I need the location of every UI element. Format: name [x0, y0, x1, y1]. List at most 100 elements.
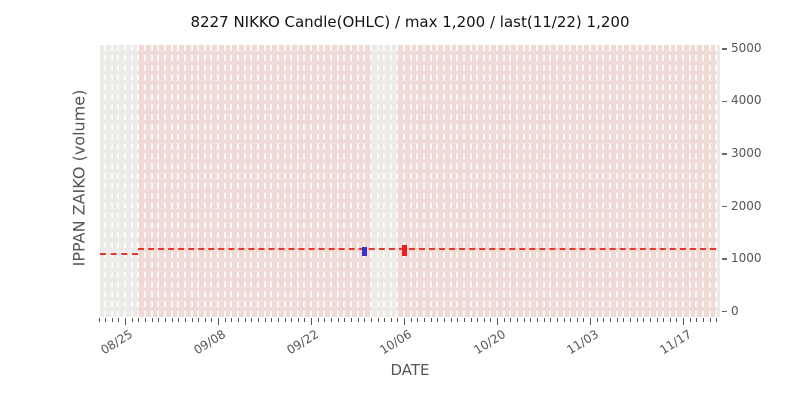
- x-minor-tick: [483, 318, 485, 322]
- daily-gridline: [243, 45, 246, 317]
- x-minor-tick: [689, 318, 691, 322]
- x-minor-tick: [291, 318, 293, 322]
- daily-gridline: [177, 45, 180, 317]
- x-minor-tick: [131, 318, 133, 322]
- daily-gridline: [356, 45, 359, 317]
- x-minor-tick: [224, 318, 226, 322]
- x-minor-tick: [636, 318, 638, 322]
- daily-gridline: [389, 45, 392, 317]
- x-tick-label: 10/06: [377, 327, 415, 358]
- daily-gridline: [456, 45, 459, 317]
- daily-gridline: [423, 45, 425, 317]
- daily-gridline: [595, 45, 598, 317]
- y-tick-label: 4000: [731, 93, 762, 108]
- x-minor-tick: [576, 318, 578, 322]
- daily-gridline: [256, 45, 259, 317]
- daily-gridline: [429, 45, 432, 317]
- x-minor-tick: [696, 318, 698, 322]
- x-minor-tick: [457, 318, 459, 322]
- x-minor-tick: [716, 318, 718, 322]
- daily-gridline: [662, 45, 665, 317]
- daily-gridline: [449, 45, 452, 317]
- x-tick-label: 09/08: [191, 327, 229, 358]
- x-minor-tick: [450, 318, 452, 322]
- daily-gridline: [369, 45, 372, 317]
- x-minor-tick: [583, 318, 585, 322]
- x-minor-tick: [331, 318, 332, 322]
- x-minor-tick: [709, 318, 711, 322]
- daily-gridline: [170, 45, 173, 317]
- daily-gridline: [668, 45, 671, 317]
- x-minor-tick: [171, 318, 173, 322]
- daily-gridline: [330, 45, 332, 317]
- x-minor-tick: [257, 318, 259, 322]
- x-minor-tick: [238, 318, 239, 322]
- y-tick-label: 2000: [731, 198, 762, 213]
- x-minor-tick: [251, 318, 253, 322]
- x-minor-tick: [643, 318, 645, 322]
- x-minor-tick: [377, 318, 379, 322]
- daily-gridline: [363, 45, 366, 317]
- daily-gridline: [655, 45, 658, 317]
- daily-gridline: [549, 45, 552, 317]
- x-minor-tick: [463, 318, 465, 322]
- daily-gridline: [569, 45, 572, 317]
- x-minor-tick: [530, 318, 532, 322]
- x-minor-tick: [191, 318, 193, 322]
- daily-gridline: [648, 45, 651, 317]
- x-minor-tick: [424, 318, 425, 322]
- daily-gridline: [542, 45, 545, 317]
- x-major-tick: [311, 318, 313, 325]
- x-minor-tick: [563, 318, 565, 322]
- x-minor-tick: [297, 318, 299, 322]
- daily-gridline: [535, 45, 538, 317]
- daily-gridline: [230, 45, 233, 317]
- x-minor-tick: [364, 318, 366, 322]
- daily-gridline: [562, 45, 565, 317]
- daily-gridline: [409, 45, 412, 317]
- daily-gridline: [695, 45, 698, 317]
- x-minor-tick: [417, 318, 419, 322]
- daily-gridline: [104, 45, 107, 317]
- x-tick-label: 10/20: [470, 327, 508, 358]
- x-minor-tick: [271, 318, 273, 322]
- daily-gridline: [303, 45, 306, 317]
- x-minor-tick: [570, 318, 572, 322]
- daily-gridline: [502, 45, 505, 317]
- daily-gridline: [343, 45, 346, 317]
- value-line-segment: [138, 247, 717, 250]
- x-minor-tick: [523, 318, 525, 322]
- daily-gridline: [496, 45, 499, 317]
- x-minor-tick: [616, 318, 618, 322]
- x-minor-tick: [350, 318, 352, 322]
- daily-gridline: [476, 45, 479, 317]
- daily-gridline: [263, 45, 266, 317]
- daily-gridline: [436, 45, 439, 317]
- plot-area: [100, 45, 720, 317]
- x-minor-tick: [390, 318, 392, 322]
- daily-gridline: [150, 45, 153, 317]
- daily-gridline: [183, 45, 186, 317]
- x-minor-tick: [550, 318, 552, 322]
- daily-gridline: [609, 45, 611, 317]
- x-minor-tick: [151, 318, 153, 322]
- daily-gridline: [110, 45, 113, 317]
- x-minor-tick: [610, 318, 611, 322]
- x-minor-tick: [503, 318, 505, 322]
- x-tick-label: 11/03: [563, 327, 601, 358]
- x-minor-tick: [649, 318, 651, 322]
- x-minor-tick: [443, 318, 445, 322]
- y-tick-label: 0: [731, 303, 739, 318]
- x-minor-tick: [596, 318, 598, 322]
- value-line-segment: [100, 252, 139, 255]
- daily-gridline: [462, 45, 465, 317]
- x-minor-tick: [430, 318, 432, 322]
- daily-gridline: [276, 45, 279, 317]
- x-minor-tick: [384, 318, 386, 322]
- daily-gridline: [442, 45, 445, 317]
- x-major-tick: [218, 318, 220, 325]
- daily-gridline: [144, 45, 146, 317]
- x-minor-tick: [410, 318, 412, 322]
- daily-gridline: [469, 45, 472, 317]
